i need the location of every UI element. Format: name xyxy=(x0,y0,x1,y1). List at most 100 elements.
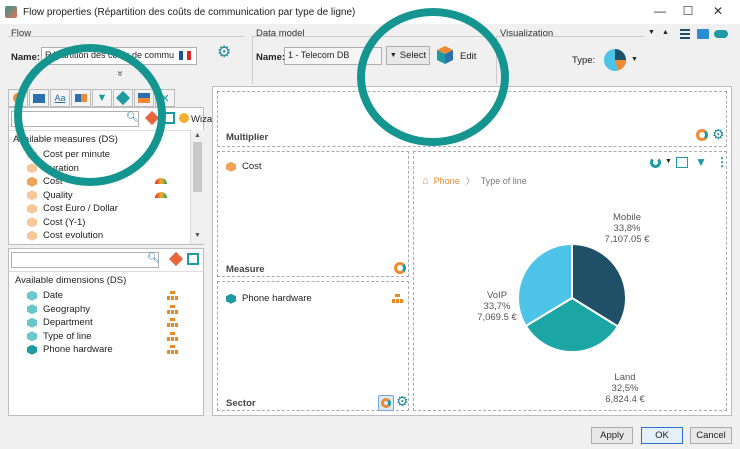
dimension-list-item[interactable]: Date xyxy=(27,289,195,303)
pie-label-value-label: 6,824.4 € xyxy=(605,394,645,405)
dimension-item-label: Date xyxy=(43,290,64,302)
dropdown-small-icon[interactable]: ▼ xyxy=(648,29,655,36)
dimension-list-item[interactable]: Department xyxy=(27,316,195,330)
dimensions-search-input[interactable] xyxy=(11,252,159,268)
ok-button-label: OK xyxy=(655,430,669,441)
wizard-button-label[interactable]: Wizard xyxy=(191,114,221,125)
measure-ring-icon[interactable] xyxy=(394,262,406,274)
measure-item-label: Quality xyxy=(43,189,73,201)
window-title: Flow properties (Répartition des coûts d… xyxy=(23,6,356,18)
dimension-list-item[interactable]: Type of line xyxy=(27,330,195,344)
type-dropdown-arrow-icon[interactable]: ▼ xyxy=(631,56,638,63)
data-model-name-label: Name: xyxy=(256,52,286,63)
pie-label-name: Land xyxy=(614,372,635,383)
dimension-hex-icon xyxy=(27,344,37,355)
scroll-up-icon[interactable]: ▲ xyxy=(194,132,201,139)
measure-list-item[interactable]: Cost xyxy=(27,175,195,189)
minimize-button[interactable]: — xyxy=(654,4,666,18)
measure-item-label: Cost Euro / Dollar xyxy=(43,203,118,215)
data-model-name-value: 1 - Telecom DB xyxy=(288,50,350,60)
pie-type-icon[interactable] xyxy=(603,48,627,72)
close-button[interactable]: ✕ xyxy=(712,4,724,18)
measure-hex-icon xyxy=(226,161,236,172)
filter-icon[interactable]: ▼ xyxy=(695,155,707,169)
dimensions-search-icon[interactable]: 🔍︎ xyxy=(147,253,160,264)
breadcrumb-root[interactable]: Phone xyxy=(433,175,460,186)
sector-gear-icon[interactable]: ⚙ xyxy=(396,393,409,409)
maximize-button[interactable]: ☐ xyxy=(682,4,694,18)
refresh-icon[interactable] xyxy=(650,157,661,168)
hierarchy-icon xyxy=(167,345,178,354)
measure-item-label: Cost xyxy=(43,176,63,188)
data-model-name-input[interactable]: 1 - Telecom DB xyxy=(284,47,382,65)
measure-list-item[interactable]: Cost (Y-1) xyxy=(27,216,195,230)
dimensions-collapse-icon[interactable] xyxy=(187,253,199,265)
hierarchy-icon xyxy=(167,304,178,314)
collapse-up-icon[interactable]: ▲ xyxy=(662,29,669,36)
design-area: Multiplier ⚙ Cost Measure Phone hardware… xyxy=(212,86,732,416)
pie-label-name: Mobile xyxy=(613,212,641,223)
dimension-item-label: Department xyxy=(43,317,93,329)
apply-button[interactable]: Apply xyxy=(591,427,633,444)
ok-button[interactable]: OK xyxy=(641,427,683,444)
measure-hex-icon xyxy=(27,203,37,214)
dimension-hex-icon xyxy=(27,331,37,342)
scroll-down-icon[interactable]: ▼ xyxy=(194,232,201,239)
sector-zone[interactable]: Phone hardware Sector ⚙ xyxy=(217,281,409,411)
measure-hex-icon xyxy=(27,190,37,201)
multiplier-ring-icon[interactable] xyxy=(696,129,708,141)
multiplier-gear-icon[interactable]: ⚙ xyxy=(712,126,725,142)
measure-cost-item[interactable]: Cost xyxy=(226,160,262,174)
expand-icon[interactable] xyxy=(676,157,688,168)
flag-fr-icon[interactable] xyxy=(179,51,191,60)
dimension-item-label: Type of line xyxy=(43,330,92,342)
monitor-icon[interactable] xyxy=(697,29,709,39)
measure-list-item[interactable]: Cost Euro / Dollar xyxy=(27,202,195,216)
hierarchy-icon xyxy=(167,318,178,327)
pie-label-percent: 33,8% xyxy=(614,223,641,234)
flow-settings-gear-icon[interactable]: ⚙ xyxy=(217,44,232,61)
refresh-dropdown-icon[interactable]: ▼ xyxy=(665,158,672,165)
scroll-thumb[interactable] xyxy=(193,142,202,192)
dimensions-list: Date Geography Department Type of line Phone… xyxy=(27,289,195,357)
dimension-list-item[interactable]: Phone hardware xyxy=(27,343,195,357)
sector-item-label: Phone hardware xyxy=(242,293,312,305)
highlight-circle-data-model xyxy=(357,8,509,146)
app-icon xyxy=(5,6,17,18)
dimension-item-label: Geography xyxy=(43,303,91,315)
wizard-icon[interactable] xyxy=(179,113,189,123)
pie-label-value-label: 7,107.05 € xyxy=(605,234,651,245)
dimension-list-item[interactable]: Geography xyxy=(27,303,195,317)
measure-list-item[interactable]: Quality xyxy=(27,189,195,203)
measure-label: Measure xyxy=(226,264,265,275)
cancel-button[interactable]: Cancel xyxy=(690,427,732,444)
window-titlebar: Flow properties (Répartition des coûts d… xyxy=(0,0,740,24)
layout-list-icon[interactable] xyxy=(680,29,690,39)
dimension-item-label: Phone hardware xyxy=(43,344,113,356)
measures-scrollbar[interactable]: ▲ ▼ xyxy=(190,130,204,244)
cancel-button-label: Cancel xyxy=(696,430,726,441)
dimension-hex-icon xyxy=(27,290,37,301)
dimensions-panel: 🔍︎ Available dimensions (DS) Date Geograp… xyxy=(8,248,204,416)
visualization-group-label: Visualization xyxy=(500,28,554,39)
sector-phone-hardware-item[interactable]: Phone hardware xyxy=(226,292,312,306)
home-icon[interactable]: ⌂ xyxy=(422,174,429,187)
pie-slice-voip[interactable] xyxy=(517,242,573,328)
pie-label-percent: 32,5% xyxy=(612,383,639,394)
measure-list-item[interactable]: Cost evolution xyxy=(27,229,195,243)
more-options-icon[interactable]: ⋮ xyxy=(716,155,728,169)
hierarchy-icon xyxy=(167,291,178,300)
measure-hex-icon xyxy=(27,230,37,241)
toggle-icon[interactable] xyxy=(714,30,728,38)
pie-slice-land[interactable] xyxy=(524,296,620,353)
sector-ring-icon xyxy=(381,398,391,408)
measure-item-label: Cost (Y-1) xyxy=(43,216,86,228)
flow-group-label: Flow xyxy=(11,28,32,39)
highlight-circle-left xyxy=(14,44,166,186)
dimension-hex-icon xyxy=(27,304,37,315)
multiplier-label: Multiplier xyxy=(226,132,269,143)
dimensions-eraser-icon[interactable] xyxy=(168,251,184,267)
measure-item-label: Cost evolution xyxy=(43,230,104,242)
sector-hex-icon xyxy=(226,293,236,304)
measure-zone[interactable]: Cost Measure xyxy=(217,151,409,277)
